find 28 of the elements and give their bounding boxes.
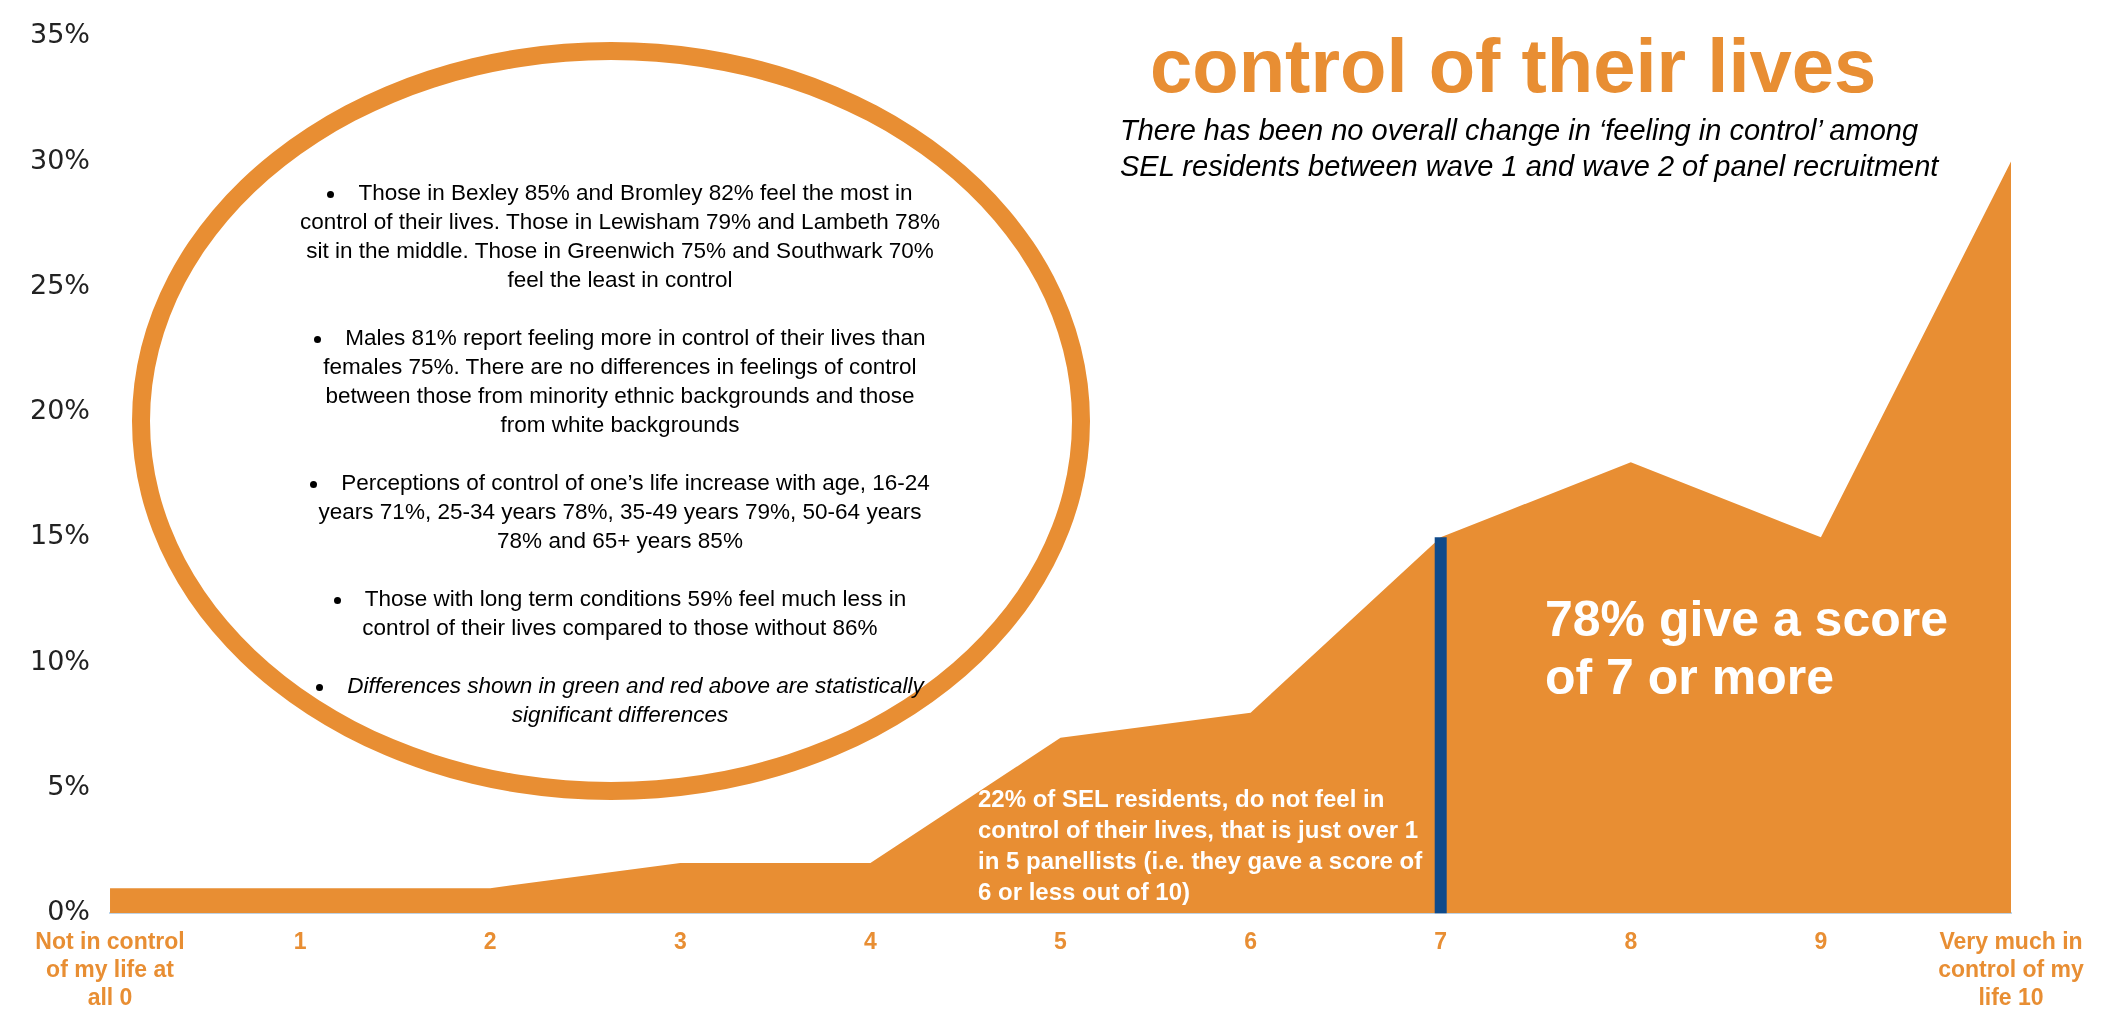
- annotation: Differences shown in green and red above are statistically significant differences: [346, 672, 926, 729]
- y-tick-label: 5%: [47, 769, 91, 801]
- x-tick-label: 3: [673, 928, 687, 955]
- y-tick-label: 35%: [30, 18, 91, 50]
- annotation: 78% give a score of 7 or more: [1545, 590, 1950, 706]
- x-tick-label: Not in control of my life at all 0: [35, 928, 185, 1010]
- text: There has been no overall change in ‘feeling in control’ among SEL residents between wave 1 and wave 2 of panel recruitment: [1120, 113, 1941, 184]
- y-tick-label: 15%: [30, 519, 91, 551]
- y-tick-label: 20%: [30, 394, 91, 426]
- x-tick-label: 9: [1814, 928, 1828, 955]
- y-tick-label: 30%: [30, 143, 91, 175]
- annotation: 22% of SEL residents, do not feel in control of their lives, that is just over 1 in 5 panellists (i.e. they gave a score of 6 or less out of 10): [978, 784, 1423, 907]
- x-tick-label: 8: [1624, 928, 1638, 955]
- y-tick-label: 10%: [30, 644, 91, 676]
- y-tick-label: 25%: [30, 268, 91, 300]
- chart-title: control of their lives: [1150, 22, 1877, 109]
- x-tick-label: 6: [1244, 928, 1257, 955]
- annotation: Males 81% report feeling more in control of their lives than females 75%. There are no differences in feelings of control between those from minority ethnic backgrounds and those from white backgrounds: [322, 324, 927, 439]
- x-tick-label: 2: [483, 928, 497, 955]
- annotation: Those with long term conditions 59% feel much less in control of their lives compared to those without 86%: [361, 585, 908, 642]
- annotation: Those in Bexley 85% and Bromley 82% feel the most in control of their lives. Those in Lewisham 79% and Lambeth 78% sit in the middle. Those in Greenwich 75% and Southwark 70% feel the least in control: [300, 179, 940, 294]
- x-tick-label: 4: [864, 928, 878, 955]
- x-tick-label: 5: [1054, 928, 1068, 955]
- annotation: Perceptions of control of one’s life increase with age, 16-24 years 71%, 25-34 years 78%, 35-49 years 79%, 50-64 years 78% and 65+ years 85%: [317, 469, 931, 555]
- x-tick-label: 1: [293, 928, 307, 955]
- x-tick-label: Very much in control of my life 10: [1938, 928, 2085, 1010]
- y-tick-label: 0%: [47, 895, 91, 927]
- x-tick-label: 7: [1434, 928, 1448, 955]
